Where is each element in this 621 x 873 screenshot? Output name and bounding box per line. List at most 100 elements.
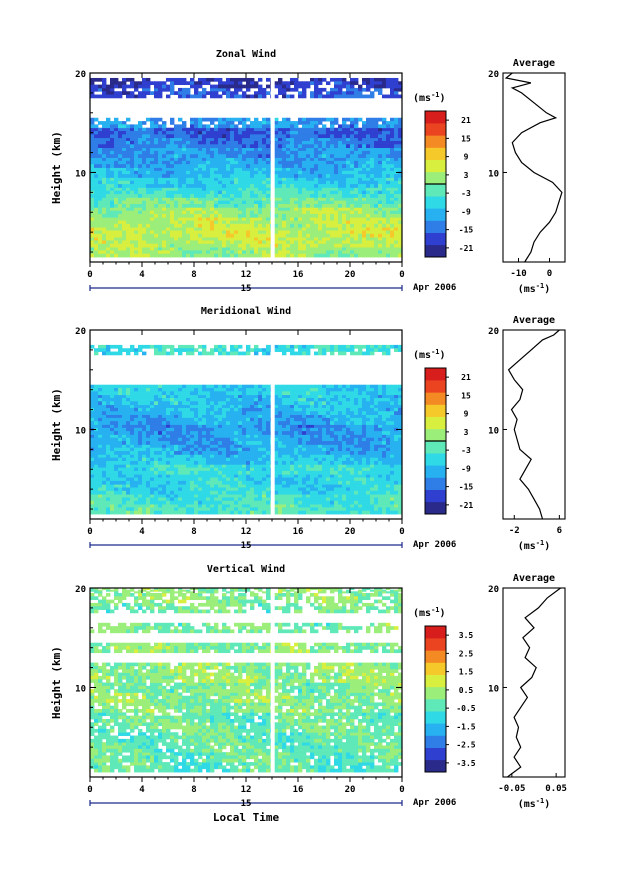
heatmap-cell xyxy=(234,507,239,512)
heatmap-cell xyxy=(362,190,367,195)
heatmap-cell xyxy=(310,140,315,145)
heatmap-cell xyxy=(246,210,251,215)
heatmap-cell xyxy=(394,91,399,95)
heatmap-cell xyxy=(338,240,343,245)
heatmap-cell xyxy=(122,81,127,86)
heatmap-cell xyxy=(114,227,119,231)
heatmap-cell xyxy=(274,457,279,462)
heatmap-cell xyxy=(138,177,143,182)
heatmap-cell xyxy=(126,190,131,195)
heatmap-cell xyxy=(102,200,107,205)
colorbar-swatch xyxy=(425,184,446,197)
heatmap-cell xyxy=(362,474,367,478)
heatmap-cell xyxy=(390,220,395,225)
heatmap-cell xyxy=(194,237,199,241)
heatmap-cell xyxy=(246,131,251,135)
heatmap-cell xyxy=(386,124,391,129)
heatmap-cell xyxy=(210,187,215,192)
heatmap-cell xyxy=(174,510,179,515)
heatmap-cell xyxy=(314,500,319,505)
heatmap-cell xyxy=(206,494,211,498)
heatmap-cell xyxy=(146,197,151,202)
heatmap-cell xyxy=(226,464,231,469)
heatmap-cell xyxy=(218,127,223,132)
heatmap-cell xyxy=(98,194,103,198)
heatmap-cell xyxy=(178,467,183,472)
heatmap-cell xyxy=(390,170,395,175)
heatmap-cell xyxy=(98,94,103,99)
colorbar-tick-label: 21 xyxy=(461,116,471,125)
heatmap-cell xyxy=(318,177,323,182)
heatmap-cell xyxy=(230,150,235,155)
unit-exponent: -1 xyxy=(536,282,544,290)
heatmap-cell xyxy=(174,124,179,129)
heatmap-cell xyxy=(242,91,247,95)
heatmap-cell xyxy=(370,510,375,515)
heatmap-cell xyxy=(390,190,395,195)
heatmap-cell xyxy=(110,470,115,475)
heatmap-cell xyxy=(94,487,99,492)
heatmap-cell xyxy=(182,484,187,488)
heatmap-cell xyxy=(170,160,175,165)
heatmap-cell xyxy=(358,210,363,215)
heatmap-cell xyxy=(246,170,251,175)
heatmap-cell xyxy=(186,227,191,231)
heatmap-cell xyxy=(222,213,227,218)
heatmap-cell xyxy=(398,470,403,475)
heatmap-cell xyxy=(386,510,391,515)
heatmap-cell xyxy=(138,180,143,185)
heatmap-cell xyxy=(118,147,123,152)
heatmap-cell xyxy=(150,197,155,202)
heatmap-cell xyxy=(222,467,227,472)
heatmap-cell xyxy=(290,213,295,218)
heatmap-cell xyxy=(162,484,167,488)
heatmap-cell xyxy=(190,504,195,508)
heatmap-cell xyxy=(166,167,171,172)
heatmap-cell xyxy=(158,494,163,498)
heatmap-cell xyxy=(130,190,135,195)
heatmap-cell xyxy=(342,203,347,208)
heatmap-cell xyxy=(130,240,135,245)
heatmap-cell xyxy=(246,223,251,228)
heatmap-cell xyxy=(278,230,283,235)
heatmap-cell xyxy=(250,237,255,241)
heatmap-cell xyxy=(182,190,187,195)
heatmap-cell xyxy=(302,497,307,502)
heatmap-cell xyxy=(294,243,299,248)
heatmap-cell xyxy=(350,497,355,502)
heatmap-cell xyxy=(378,167,383,172)
heatmap-cell xyxy=(294,124,299,129)
heatmap-cell xyxy=(318,87,323,92)
heatmap-cell xyxy=(210,94,215,99)
heatmap-cell xyxy=(274,233,279,238)
heatmap-cell xyxy=(122,91,127,95)
heatmap-cell xyxy=(278,207,283,212)
heatmap-cell xyxy=(122,457,127,462)
heatmap-cell xyxy=(102,250,107,255)
heatmap-cell xyxy=(186,140,191,145)
heatmap-cell xyxy=(222,477,227,482)
heatmap-cell xyxy=(354,91,359,95)
heatmap-cell xyxy=(198,157,203,162)
heatmap-cell xyxy=(162,210,167,215)
heatmap-cell xyxy=(386,140,391,145)
heatmap-cell xyxy=(366,247,371,251)
heatmap-cell xyxy=(346,227,351,231)
heatmap-cell xyxy=(386,504,391,508)
heatmap-cell xyxy=(330,227,335,231)
heatmap-cell xyxy=(310,484,315,488)
heatmap-cell xyxy=(278,484,283,488)
heatmap-cell xyxy=(294,157,299,162)
heatmap-cell xyxy=(398,137,403,142)
heatmap-cell xyxy=(226,150,231,155)
heatmap-cell xyxy=(318,240,323,245)
heatmap-cell xyxy=(170,487,175,492)
heatmap-cell xyxy=(374,510,379,515)
heatmap-cell xyxy=(198,140,203,145)
heatmap-cell xyxy=(102,237,107,241)
heatmap-cell xyxy=(178,127,183,132)
heatmap-cell xyxy=(146,167,151,172)
heatmap-cell xyxy=(246,247,251,251)
heatmap-cell xyxy=(318,253,323,258)
heatmap-cell xyxy=(182,184,187,188)
